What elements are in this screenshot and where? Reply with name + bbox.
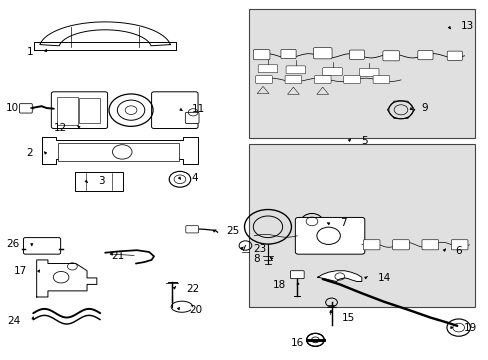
FancyBboxPatch shape bbox=[382, 51, 399, 61]
FancyBboxPatch shape bbox=[285, 76, 301, 84]
FancyBboxPatch shape bbox=[58, 143, 179, 161]
Text: 12: 12 bbox=[54, 123, 67, 133]
FancyBboxPatch shape bbox=[249, 144, 474, 307]
Text: 17: 17 bbox=[14, 266, 27, 276]
FancyBboxPatch shape bbox=[313, 48, 331, 59]
Text: 19: 19 bbox=[463, 323, 476, 333]
FancyBboxPatch shape bbox=[343, 76, 360, 84]
FancyBboxPatch shape bbox=[51, 92, 107, 129]
Text: 26: 26 bbox=[6, 239, 20, 249]
FancyBboxPatch shape bbox=[372, 76, 389, 84]
Polygon shape bbox=[37, 260, 97, 297]
FancyBboxPatch shape bbox=[421, 240, 438, 250]
FancyBboxPatch shape bbox=[258, 65, 277, 73]
FancyBboxPatch shape bbox=[151, 92, 198, 129]
Text: 20: 20 bbox=[189, 305, 203, 315]
FancyBboxPatch shape bbox=[20, 104, 32, 113]
Text: 3: 3 bbox=[98, 176, 104, 186]
Text: 1: 1 bbox=[26, 47, 33, 57]
Text: 21: 21 bbox=[111, 251, 124, 261]
Text: 10: 10 bbox=[5, 103, 19, 113]
Text: 6: 6 bbox=[455, 246, 462, 256]
Text: 25: 25 bbox=[225, 226, 239, 236]
Text: 14: 14 bbox=[377, 273, 390, 283]
Polygon shape bbox=[317, 271, 361, 282]
Text: 2: 2 bbox=[26, 148, 33, 158]
FancyBboxPatch shape bbox=[305, 223, 345, 235]
FancyBboxPatch shape bbox=[185, 226, 198, 233]
Text: 18: 18 bbox=[272, 280, 285, 290]
FancyBboxPatch shape bbox=[359, 68, 378, 76]
FancyBboxPatch shape bbox=[185, 112, 199, 123]
Text: 4: 4 bbox=[191, 173, 198, 183]
FancyBboxPatch shape bbox=[363, 240, 379, 250]
Text: 23: 23 bbox=[253, 244, 266, 254]
FancyBboxPatch shape bbox=[255, 76, 272, 84]
FancyBboxPatch shape bbox=[322, 68, 342, 76]
FancyBboxPatch shape bbox=[447, 51, 462, 60]
FancyBboxPatch shape bbox=[295, 217, 364, 254]
Text: 16: 16 bbox=[290, 338, 304, 348]
Text: 7: 7 bbox=[340, 218, 346, 228]
FancyBboxPatch shape bbox=[348, 50, 364, 59]
Text: 22: 22 bbox=[185, 284, 199, 294]
FancyBboxPatch shape bbox=[314, 76, 330, 84]
Text: 5: 5 bbox=[360, 136, 367, 146]
Text: 15: 15 bbox=[342, 312, 355, 323]
Text: 9: 9 bbox=[421, 103, 427, 113]
FancyBboxPatch shape bbox=[450, 240, 467, 250]
FancyBboxPatch shape bbox=[23, 238, 61, 254]
FancyBboxPatch shape bbox=[79, 98, 100, 123]
Text: 13: 13 bbox=[460, 21, 473, 31]
Polygon shape bbox=[40, 22, 170, 46]
FancyBboxPatch shape bbox=[249, 9, 474, 138]
FancyBboxPatch shape bbox=[290, 271, 304, 279]
Text: 11: 11 bbox=[191, 104, 204, 114]
FancyBboxPatch shape bbox=[57, 97, 78, 125]
FancyBboxPatch shape bbox=[285, 66, 305, 74]
Polygon shape bbox=[34, 42, 176, 50]
Text: 24: 24 bbox=[7, 316, 20, 326]
FancyBboxPatch shape bbox=[392, 240, 408, 250]
Text: 8: 8 bbox=[253, 254, 260, 264]
FancyBboxPatch shape bbox=[417, 50, 432, 60]
FancyBboxPatch shape bbox=[75, 172, 123, 191]
FancyBboxPatch shape bbox=[280, 49, 296, 59]
Polygon shape bbox=[41, 137, 198, 164]
FancyBboxPatch shape bbox=[253, 50, 269, 60]
